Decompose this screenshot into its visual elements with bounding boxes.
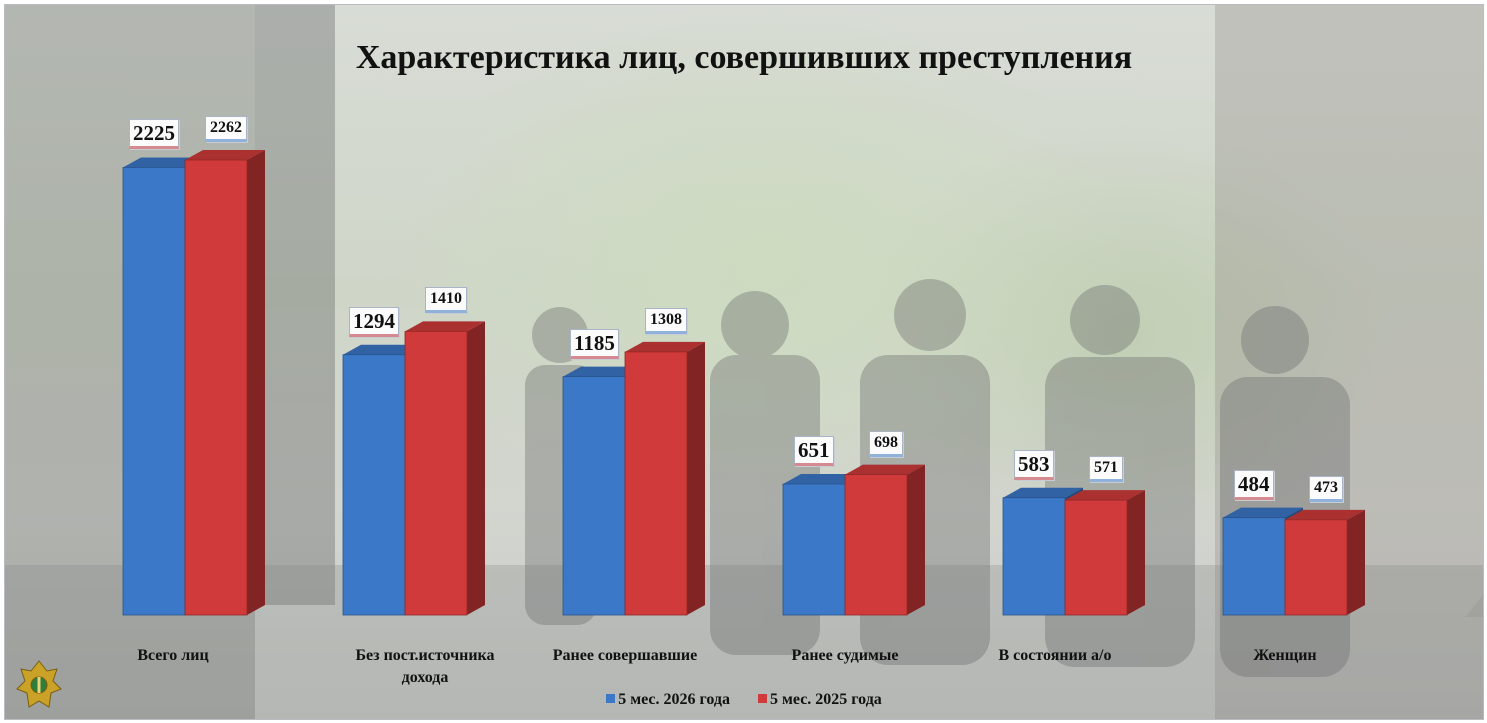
- chart-title: Характеристика лиц, совершивших преступл…: [355, 39, 1133, 76]
- chart-frame: Характеристика лиц, совершивших преступл…: [4, 4, 1484, 720]
- bar-2025-4: [1064, 490, 1145, 616]
- category-label-line: Ранее судимые: [791, 647, 899, 664]
- bar-top: [1223, 507, 1303, 518]
- bar-front: [404, 330, 468, 616]
- category-label-line: Всего лиц: [137, 647, 209, 664]
- bar-top: [1065, 490, 1145, 501]
- legend-item-2026: 5 мес. 2026 года: [606, 691, 730, 709]
- category-label-line: Без пост.источника: [355, 647, 495, 664]
- bar-front: [1222, 517, 1286, 616]
- data-label-2026-0: 2225: [129, 119, 179, 149]
- bar-top: [1285, 509, 1365, 520]
- bar-chart: [110, 150, 1483, 617]
- bar-front: [342, 354, 406, 616]
- bg-left-pillar: [255, 5, 335, 605]
- data-label-2026-2: 1185: [570, 329, 619, 359]
- bar-front: [782, 483, 846, 616]
- bar-front: [562, 376, 626, 616]
- bar-top: [845, 464, 925, 475]
- bar-front: [1002, 497, 1066, 616]
- bar-top: [563, 366, 643, 377]
- legend-swatch-2026: [606, 694, 616, 703]
- category-label-0: Всего лиц: [63, 645, 283, 667]
- bar-front: [844, 474, 908, 616]
- data-label-2026-4: 583: [1014, 450, 1054, 480]
- data-label-2025-2: 1308: [645, 308, 687, 334]
- data-label-2025-3: 698: [869, 431, 903, 457]
- bar-top: [343, 344, 423, 355]
- category-label-line: Женщин: [1253, 647, 1317, 664]
- bar-top: [123, 157, 203, 168]
- bar-2025-1: [404, 321, 485, 616]
- bar-top: [783, 474, 863, 485]
- bar-side: [467, 321, 485, 615]
- category-label-1: Без пост.источника дохода: [315, 645, 535, 689]
- category-label-5: Женщин: [1175, 645, 1395, 667]
- legend-item-2025: 5 мес. 2025 года: [758, 691, 882, 709]
- bar-front: [1064, 499, 1128, 616]
- legend-label-2025: 5 мес. 2025 года: [770, 691, 882, 708]
- bar-top: [625, 341, 705, 352]
- data-label-2025-0: 2262: [205, 116, 247, 142]
- data-label-2026-5: 484: [1234, 470, 1274, 500]
- data-label-2026-3: 651: [794, 436, 834, 466]
- category-label-line: дохода: [401, 669, 449, 686]
- bar-top: [185, 150, 265, 160]
- category-label-line: Ранее совершавшие: [552, 647, 698, 664]
- category-label-line: В состоянии а/о: [998, 647, 1112, 664]
- bar-front: [122, 167, 186, 616]
- bar-front: [184, 159, 248, 616]
- prosecutor-emblem-icon: [16, 660, 62, 708]
- bar-side: [1347, 509, 1365, 615]
- data-label-2025-5: 473: [1309, 476, 1343, 502]
- legend-swatch-2025: [758, 694, 767, 703]
- data-label-2025-1: 1410: [425, 287, 467, 313]
- bar-side: [907, 464, 925, 615]
- bar-top: [405, 321, 485, 332]
- bar-front: [624, 351, 688, 616]
- bar-side: [1127, 490, 1145, 615]
- category-label-3: Ранее судимые: [735, 645, 955, 667]
- bar-2025-0: [184, 150, 265, 616]
- bar-front: [1284, 519, 1348, 616]
- bar-2025-5: [1284, 509, 1365, 616]
- category-label-4: В состоянии а/о: [945, 645, 1165, 667]
- category-label-2: Ранее совершавшие: [515, 645, 735, 667]
- bar-2025-3: [844, 464, 925, 616]
- chart-legend: 5 мес. 2026 года 5 мес. 2025 года: [5, 691, 1483, 709]
- bar-side: [687, 341, 705, 615]
- data-label-2026-1: 1294: [349, 307, 399, 337]
- legend-label-2026: 5 мес. 2026 года: [618, 691, 730, 708]
- bar-side: [247, 150, 265, 615]
- data-label-2025-4: 571: [1089, 456, 1123, 482]
- bar-top: [1003, 487, 1083, 498]
- bar-2025-2: [624, 341, 705, 616]
